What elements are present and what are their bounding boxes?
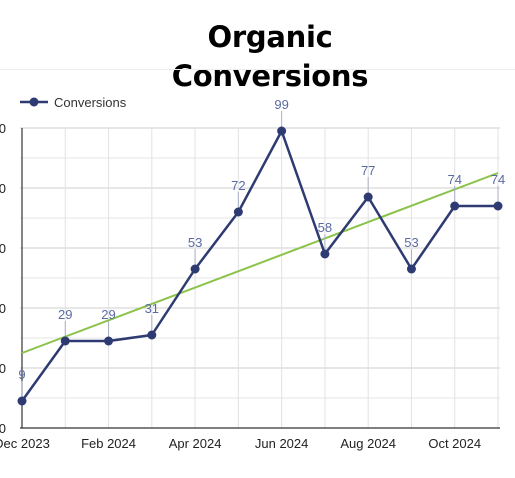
data-label: 9 <box>18 367 25 382</box>
legend-label: Conversions <box>54 95 127 110</box>
data-label: 99 <box>274 97 288 112</box>
data-point <box>60 336 70 346</box>
data-label: 72 <box>231 178 245 193</box>
y-tick-label: 0 <box>0 241 6 256</box>
x-tick-label: Aug 2024 <box>340 436 396 451</box>
data-point <box>17 396 27 406</box>
data-label: 31 <box>145 301 159 316</box>
data-point <box>493 201 503 211</box>
data-label: 53 <box>188 235 202 250</box>
header-divider <box>0 69 515 70</box>
y-tick-label: 0 <box>0 121 6 136</box>
data-point <box>104 336 114 346</box>
data-point <box>363 192 373 202</box>
legend-marker <box>29 97 39 107</box>
data-point <box>277 126 287 136</box>
data-label: 53 <box>404 235 418 250</box>
x-tick-label: Oct 2024 <box>428 436 481 451</box>
data-point <box>147 330 157 340</box>
series-line-conversions <box>20 129 498 402</box>
x-tick-label: Apr 2024 <box>169 436 222 451</box>
data-label: 29 <box>58 307 72 322</box>
data-label: 74 <box>447 172 461 187</box>
series-layer: 9 29 29 31 53 72 99 58 77 53 74 74 <box>17 97 505 406</box>
x-tick-label: Feb 2024 <box>81 436 136 451</box>
y-tick-label: 0 <box>0 361 6 376</box>
data-label: 58 <box>318 220 332 235</box>
trendline <box>21 172 499 354</box>
y-tick-label: 0 <box>0 301 6 316</box>
data-label: 74 <box>491 172 505 187</box>
data-point <box>190 264 200 274</box>
data-point <box>233 207 243 217</box>
chart-title: Organic Conversions <box>0 18 515 96</box>
legend: Conversions <box>20 95 127 110</box>
y-tick-label: 0 <box>0 181 6 196</box>
y-tick-label: 0 <box>0 421 6 436</box>
chart-title-line-2: Conversions <box>171 59 369 93</box>
data-point <box>406 264 416 274</box>
grid-lines <box>20 127 500 429</box>
chart-title-line-1: Organic <box>207 20 333 54</box>
data-point <box>320 249 330 259</box>
trendline-layer <box>21 172 499 354</box>
x-tick-label: Jun 2024 <box>255 436 309 451</box>
data-label: 77 <box>361 163 375 178</box>
data-label: 29 <box>101 307 115 322</box>
x-tick-label: Dec 2023 <box>0 436 50 451</box>
data-point <box>450 201 460 211</box>
